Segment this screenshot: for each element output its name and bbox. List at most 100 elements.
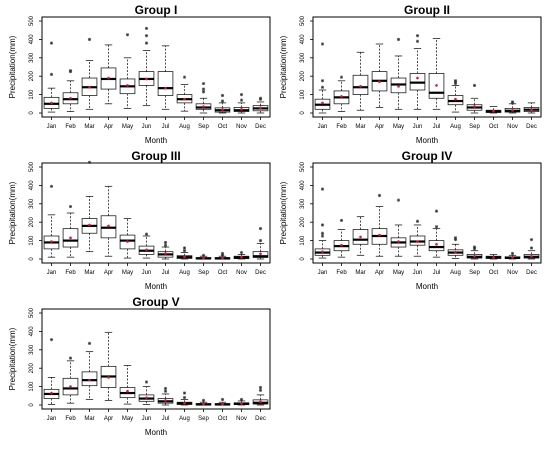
box-jun [138, 232, 155, 259]
outlier-point [415, 39, 420, 43]
x-tick-label: Nov [507, 124, 518, 130]
x-tick-label: May [122, 270, 133, 276]
panel-5: Group V Month Precipitation(mm) 0 100 200 300 4… [8, 295, 271, 437]
box-oct [214, 251, 231, 260]
mean-marker [126, 84, 129, 87]
plot-frame [41, 308, 271, 410]
x-axis-label: Month [145, 282, 167, 291]
box-dec [252, 96, 269, 114]
box-mar [352, 51, 369, 111]
y-tick-label: 0 [300, 257, 306, 261]
outlier-point [68, 69, 73, 73]
x-tick-label: Jul [162, 416, 170, 422]
x-tick-label: Aug [450, 270, 461, 276]
x-tick-label: Sep [198, 416, 209, 422]
y-tick-label: 0 [29, 111, 35, 115]
x-tick-label: Sep [198, 270, 209, 276]
y-tick-label: 500 [300, 161, 306, 172]
outlier-point [182, 249, 187, 253]
box-sep [466, 83, 483, 114]
x-tick-label: Oct [489, 270, 499, 276]
y-tick-label: 400 [29, 326, 35, 337]
x-tick-label: Oct [489, 124, 499, 130]
outlier-point [320, 231, 325, 235]
mean-marker [88, 223, 91, 227]
mean-marker [259, 106, 262, 110]
y-tick-label: 400 [29, 180, 35, 191]
outlier-point [453, 236, 458, 240]
mean-marker [454, 250, 457, 254]
x-tick-label: Jun [142, 270, 152, 276]
outlier-point [434, 225, 439, 229]
chart-title: Group II [404, 3, 450, 17]
iqr-box [81, 371, 98, 387]
mean-marker [145, 396, 148, 399]
outlier-point [87, 37, 92, 41]
outlier-point [396, 37, 401, 41]
x-tick-label: Dec [526, 124, 537, 130]
mean-marker [397, 240, 400, 243]
outlier-point [239, 93, 244, 97]
box-aug [176, 246, 193, 260]
box-oct [214, 93, 231, 114]
box-nov [233, 250, 250, 260]
x-tick-label: Jul [162, 270, 170, 276]
y-tick-label: 100 [29, 89, 35, 100]
mean-marker [145, 248, 148, 252]
box-apr [100, 44, 117, 105]
y-axis-label: Precipitation(mm) [8, 327, 17, 390]
box-jul [428, 209, 445, 258]
outlier-point [453, 238, 458, 242]
outlier-point [87, 341, 92, 345]
x-tick-label: Sep [469, 124, 480, 130]
mean-marker [164, 252, 167, 255]
mean-marker [240, 402, 243, 405]
mean-marker [435, 242, 438, 246]
box-jan [43, 184, 60, 258]
box-dec [252, 227, 269, 260]
x-axis-label: Month [416, 136, 438, 145]
box-jul [157, 240, 174, 260]
y-tick-label: 300 [29, 52, 35, 63]
y-tick-label: 100 [29, 235, 35, 246]
y-tick-label: 300 [29, 198, 35, 209]
y-tick-label: 400 [29, 34, 35, 45]
x-tick-label: Jul [433, 270, 441, 276]
box-nov [233, 397, 250, 406]
outlier-point [163, 243, 168, 247]
outlier-point [163, 389, 168, 393]
mean-marker [321, 101, 324, 105]
outlier-point [220, 99, 225, 103]
x-tick-label: Jan [47, 416, 57, 422]
outlier-point [396, 198, 401, 202]
mean-marker [69, 385, 72, 388]
x-tick-label: Apr [104, 270, 113, 276]
y-tick-label: 200 [29, 363, 35, 374]
box-apr [371, 43, 388, 108]
outlier-point [68, 204, 73, 209]
mean-marker [202, 105, 205, 108]
mean-marker [69, 96, 72, 100]
box-sep [466, 245, 483, 260]
x-tick-label: Aug [179, 416, 190, 422]
box-jul [428, 38, 445, 110]
outlier-point [163, 240, 168, 245]
x-axis-label: Month [416, 282, 438, 291]
y-tick-label: 100 [29, 381, 35, 392]
outlier-point [182, 391, 187, 395]
y-axis-label: Precipitation(mm) [8, 181, 17, 244]
panel-1: Group I Month Precipitation(mm) 0 100 200 300 4… [8, 3, 271, 145]
box-jul [157, 45, 174, 110]
mean-marker [511, 256, 514, 259]
x-tick-label: Mar [84, 270, 94, 276]
outlier-point [144, 380, 149, 384]
outlier-point [182, 75, 187, 79]
x-tick-label: Aug [179, 270, 190, 276]
outlier-point [239, 397, 244, 402]
box-may [119, 365, 136, 405]
x-tick-label: Jun [142, 416, 152, 422]
y-tick-label: 300 [300, 198, 306, 209]
outlier-point [201, 81, 206, 86]
x-tick-label: Sep [469, 270, 480, 276]
box-dec [252, 385, 269, 406]
